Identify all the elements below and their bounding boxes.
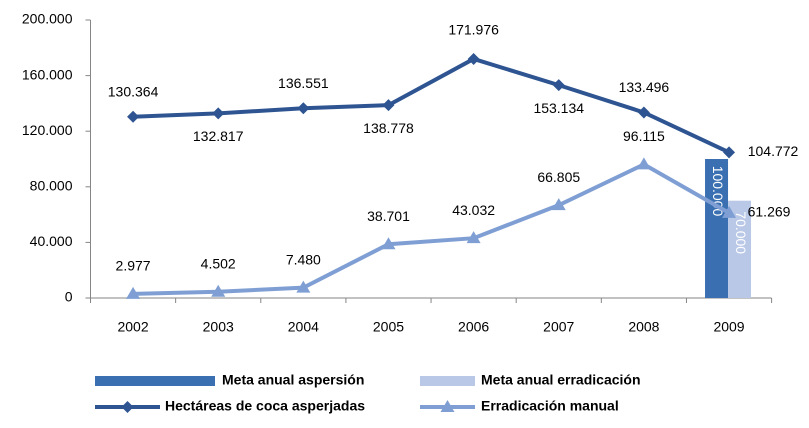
line-marker [126, 286, 141, 299]
legend-label: Erradicación manual [481, 398, 619, 414]
y-tick-label: 40.000 [30, 233, 73, 249]
line-marker [211, 284, 226, 297]
legend-label: Meta anual erradicación [481, 372, 641, 388]
line-value-label: 96.115 [623, 128, 665, 144]
line-value-label: 171.976 [448, 22, 499, 38]
line-value-label: 4.502 [201, 255, 236, 271]
line-marker [466, 231, 481, 244]
line-value-label: 43.032 [452, 202, 495, 218]
line-value-label: 38.701 [367, 208, 410, 224]
line-marker [297, 102, 310, 115]
x-tick-label: 2009 [713, 319, 744, 335]
x-tick-label: 2006 [458, 319, 489, 335]
line-marker [296, 280, 311, 293]
line-value-label: 136.551 [278, 75, 329, 91]
x-tick-label: 2007 [543, 319, 574, 335]
x-tick-label: 2002 [117, 319, 148, 335]
line-value-label: 2.977 [116, 258, 151, 274]
line-marker [127, 110, 140, 123]
x-tick-label: 2003 [203, 319, 234, 335]
line-marker [636, 157, 651, 170]
bar [728, 200, 752, 298]
line-value-label: 130.364 [108, 83, 159, 99]
line-value-label: 133.496 [619, 79, 670, 95]
line-value-label: 61.269 [748, 204, 791, 220]
line-value-label: 7.480 [286, 251, 321, 267]
line-marker [637, 106, 650, 119]
line-marker [552, 79, 565, 92]
line-marker [723, 146, 736, 159]
line-value-label: 153.134 [533, 100, 584, 116]
x-tick-label: 2005 [373, 319, 404, 335]
legend-label: Hectáreas de coca asperjadas [165, 398, 365, 414]
y-tick-label: 0 [65, 289, 73, 305]
legend-marker [121, 401, 134, 413]
y-tick-label: 200.000 [22, 11, 73, 27]
line-marker [467, 52, 480, 65]
legend-swatch [95, 376, 215, 386]
y-tick-label: 120.000 [22, 122, 73, 138]
line [133, 162, 731, 296]
line-value-label: 104.772 [748, 143, 799, 159]
line-value-label: 66.805 [537, 169, 580, 185]
legend-swatch [420, 376, 475, 386]
line-marker [212, 107, 225, 120]
line-marker [382, 99, 395, 112]
bar [705, 159, 729, 298]
line-marker [381, 237, 396, 250]
x-tick-label: 2008 [628, 319, 659, 335]
line-marker [722, 205, 737, 218]
legend-marker [440, 400, 455, 412]
bar-value-label: 70.000 [733, 211, 749, 254]
legend-label: Meta anual aspersión [222, 372, 364, 388]
y-tick-label: 80.000 [30, 178, 73, 194]
line-value-label: 132.817 [193, 128, 244, 144]
y-tick-label: 160.000 [22, 66, 73, 82]
line-marker [551, 198, 566, 211]
line-value-label: 138.778 [363, 120, 414, 136]
x-tick-label: 2004 [288, 319, 319, 335]
line [132, 56, 730, 155]
